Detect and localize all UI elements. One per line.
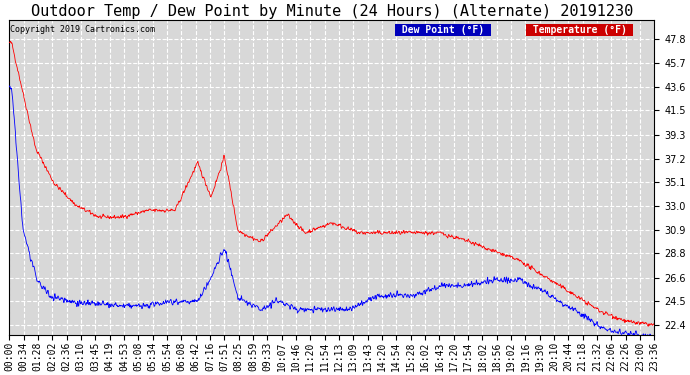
Text: Dew Point (°F): Dew Point (°F) [396, 25, 491, 35]
Title: Outdoor Temp / Dew Point by Minute (24 Hours) (Alternate) 20191230: Outdoor Temp / Dew Point by Minute (24 H… [30, 4, 633, 19]
Text: Temperature (°F): Temperature (°F) [526, 25, 633, 35]
Text: Copyright 2019 Cartronics.com: Copyright 2019 Cartronics.com [10, 25, 155, 34]
